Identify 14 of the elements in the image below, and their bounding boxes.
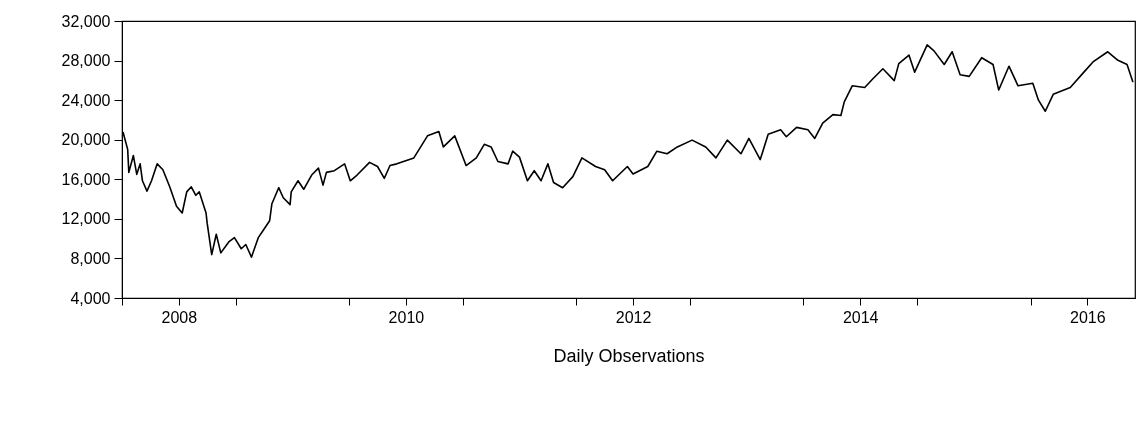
y-tick-label: 28,000 [61,52,111,70]
y-tick-label: 16,000 [61,170,111,188]
x-tick-label: 2016 [1070,308,1106,326]
x-tick-label: 2010 [388,308,425,326]
x-tick-label: 2012 [615,308,652,326]
y-tick-label: 4,000 [70,289,111,307]
y-tick-label: 12,000 [61,210,111,228]
y-tick-label: 20,000 [61,131,111,149]
y-tick-label: 8,000 [70,249,111,267]
y-tick-label: 24,000 [61,91,111,109]
x-axis-title: Daily Observations [553,345,705,366]
x-tick-label: 2014 [842,308,879,326]
x-tick-label: 2008 [161,308,198,326]
y-tick-label: 32,000 [61,12,111,30]
